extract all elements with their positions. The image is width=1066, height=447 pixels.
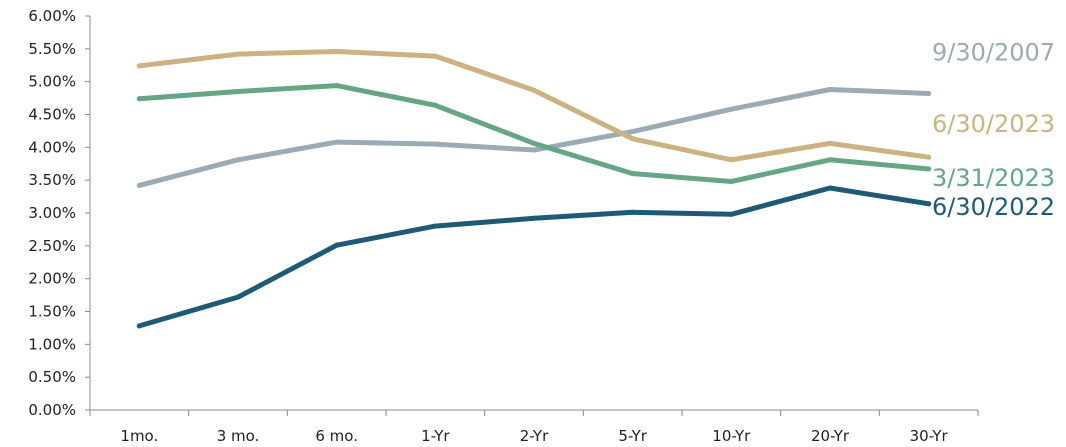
series-0-point [728,106,734,112]
x-tick-label: 2-Yr [520,427,549,445]
series-0-point [334,139,340,145]
series-1-point [827,140,833,146]
y-tick-label: 5.50% [28,40,76,58]
series-2-point [235,89,241,95]
series-2-point [334,83,340,89]
series-2-point [136,96,142,102]
series-0-point [531,147,537,153]
series-3-point [531,215,537,221]
series-1-point [235,51,241,57]
y-tick-label: 4.50% [28,106,76,124]
series-line-0 [136,87,932,188]
series-label-2: 3/31/2023 [932,164,1055,192]
y-tick-label: 2.00% [28,270,76,288]
series-2-point [926,166,932,172]
series-0-point [235,157,241,163]
y-tick-label: 4.00% [28,138,76,156]
series-label-3: 6/30/2022 [932,193,1055,221]
x-axis: 1mo. 3 mo. 6 mo. 1-Yr 2-Yr 5-Yr 10-Yr 20-Yr 30-Y… [89,409,979,445]
series-2-point [432,102,438,108]
y-tick-label: 2.50% [28,237,76,255]
series-3-point [334,242,340,248]
series-2-point [728,178,734,184]
series-1-point [728,157,734,163]
y-tick-label: 3.00% [28,204,76,222]
series-3-point [136,323,142,329]
series-3-point [728,211,734,217]
y-tick-label: 0.00% [28,401,76,419]
x-tick-label: 3 mo. [217,427,260,445]
series-2-point [630,171,636,177]
series-line-3 [136,185,932,329]
series-lines [136,48,932,329]
y-tick-label: 6.00% [28,7,76,25]
series-0-point [136,182,142,188]
series-3-point [235,294,241,300]
y-tick-label: 1.00% [28,335,76,353]
x-tick-label: 5-Yr [618,427,647,445]
series-2-point [827,157,833,163]
y-tick-label: 5.00% [28,73,76,91]
series-1-point [926,154,932,160]
series-0-point [630,129,636,135]
series-2-point [531,140,537,146]
series-1-point [531,87,537,93]
series-1-point [136,63,142,69]
series-label-0: 9/30/2007 [932,38,1055,66]
series-line-2 [136,83,932,184]
x-tick-label: 30-Yr [910,427,949,445]
y-tick-label: 3.50% [28,171,76,189]
series-label-1: 6/30/2023 [932,110,1055,138]
series-0-point [926,90,932,96]
series-0-point [827,87,833,93]
series-0-point [432,141,438,147]
series-3-point [926,201,932,207]
x-tick-label: 6 mo. [315,427,358,445]
x-tick-label: 1-Yr [421,427,450,445]
series-1-point [334,48,340,54]
y-tick-label: 1.50% [28,303,76,321]
series-3-point [432,223,438,229]
series-1-point [630,136,636,142]
y-tick-label: 0.50% [28,368,76,386]
y-axis: 0.00% 0.50% 1.00% 1.50% 2.00% 2.50% 3.00% 3.50%… [28,7,91,419]
series-1-point [432,53,438,59]
series-3-point [630,209,636,215]
x-tick-label: 20-Yr [811,427,850,445]
series-3-point [827,185,833,191]
x-tick-label: 10-Yr [712,427,751,445]
x-tick-label: 1mo. [120,427,158,445]
